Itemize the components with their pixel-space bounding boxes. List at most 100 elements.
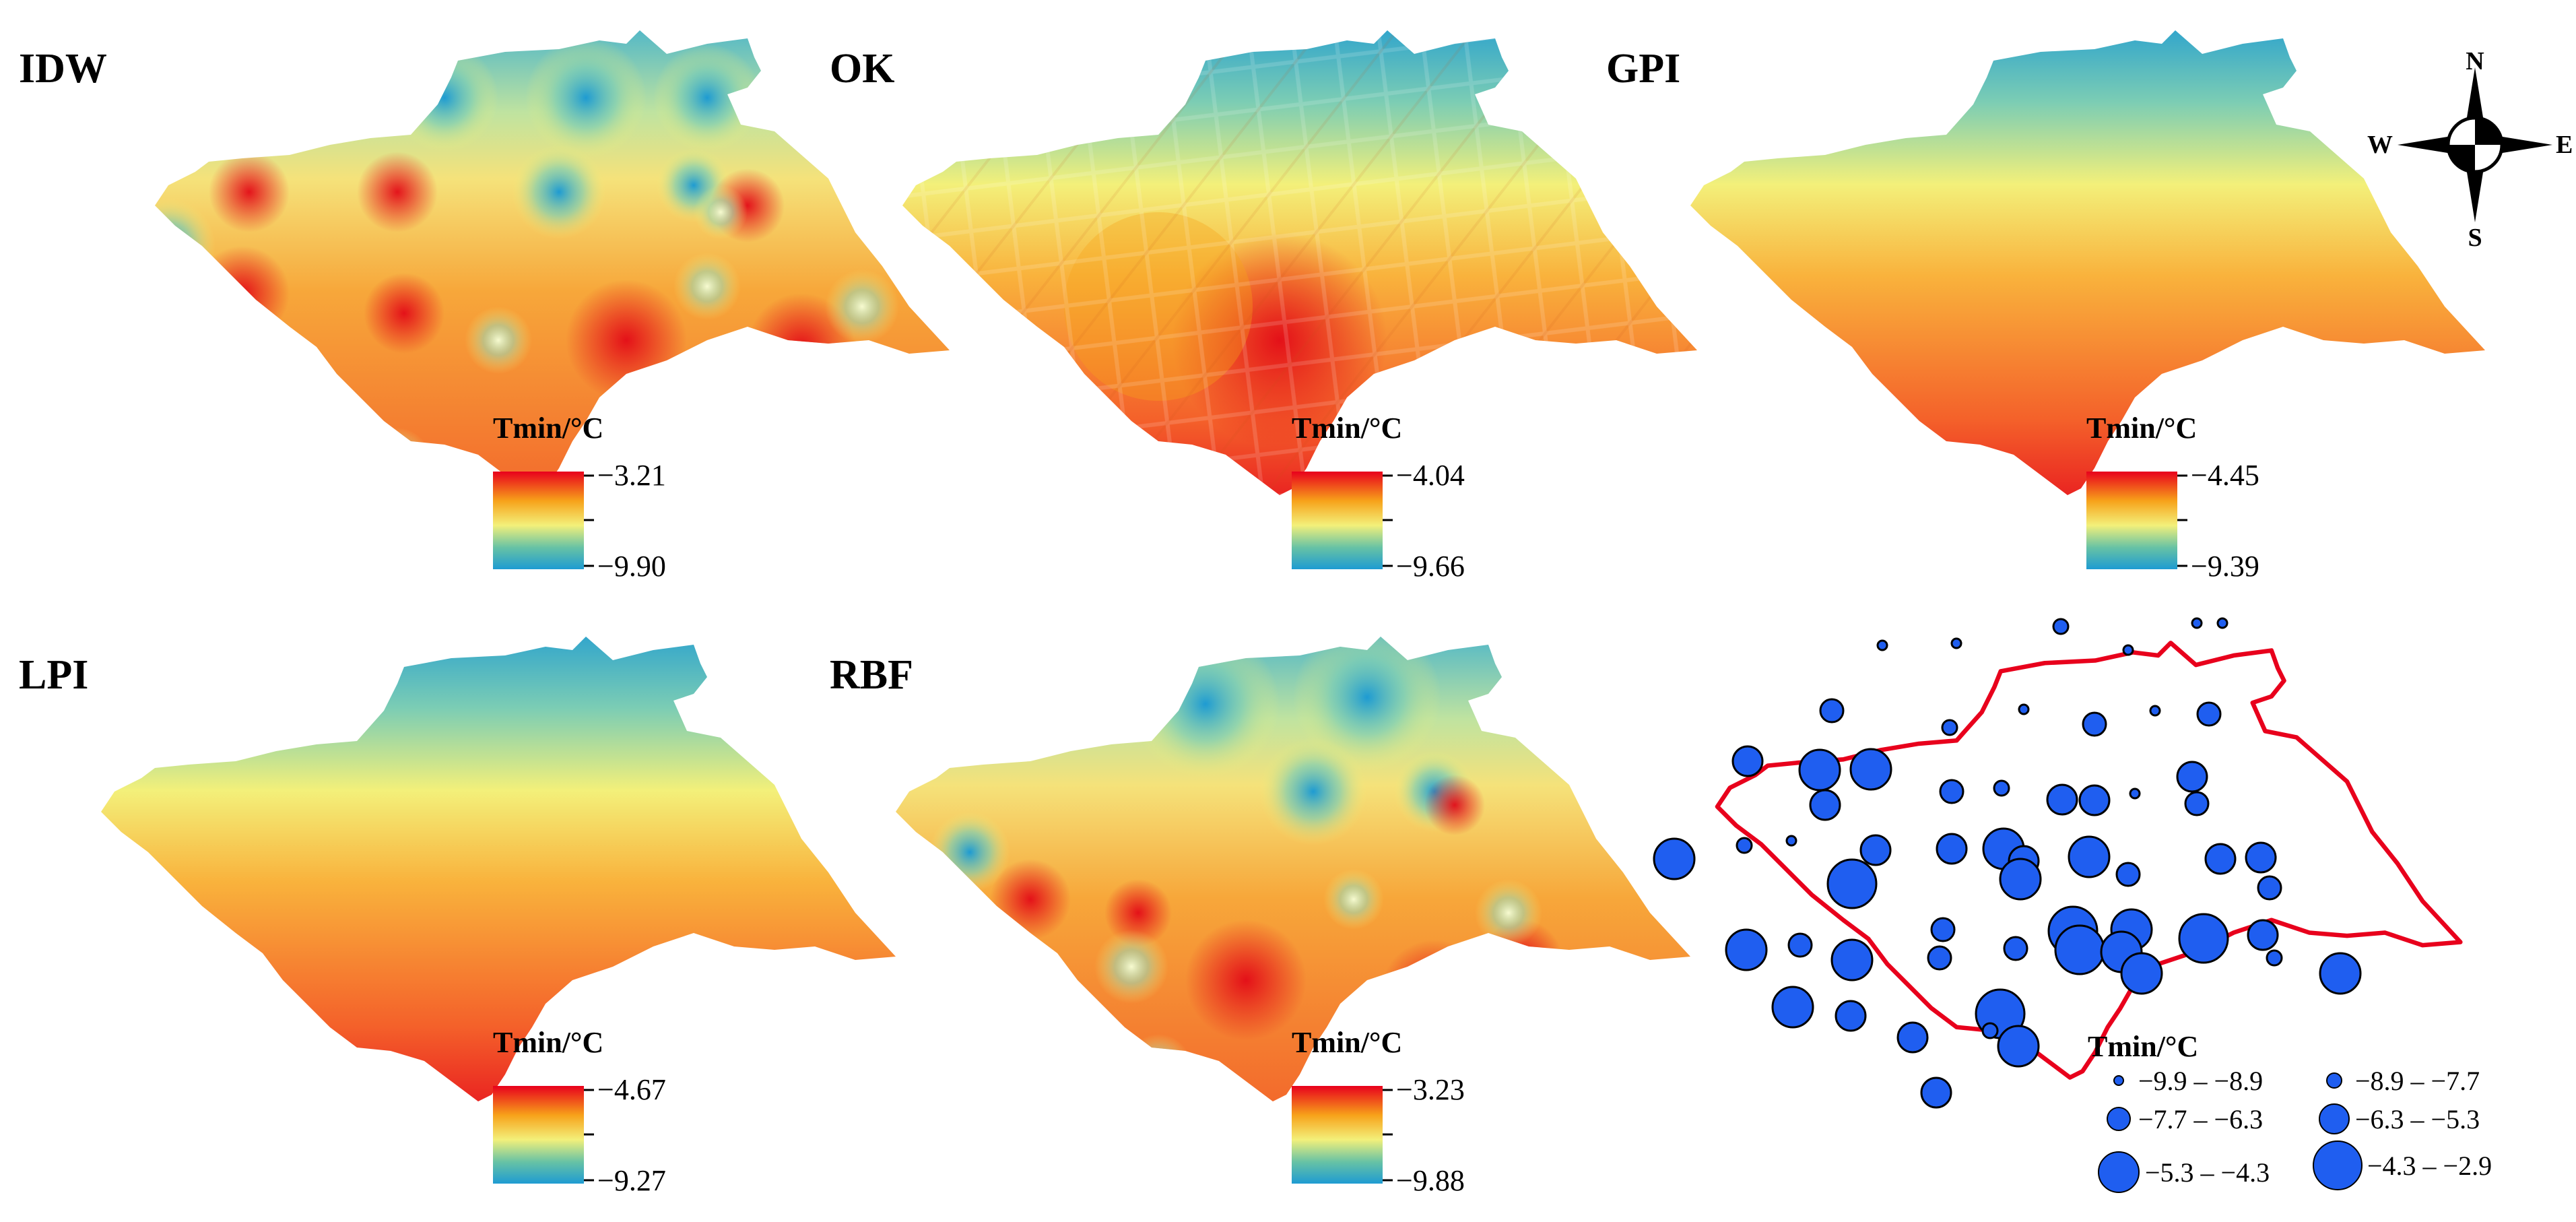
svg-text:−8.9 – −7.7: −8.9 – −7.7 <box>2355 1066 2480 1096</box>
station-point <box>2176 761 2208 793</box>
panel-lpi-title: LPI <box>19 652 88 698</box>
legend-class-5: −5.3 – −4.3 <box>2098 1151 2270 1193</box>
stations-points <box>1653 617 2362 1109</box>
stations-legend-title: Tmin/°C <box>2088 1030 2198 1063</box>
gpi-legend-title: Tmin/°C <box>2086 412 2197 445</box>
rbf-legend-title: Tmin/°C <box>1292 1026 1402 1059</box>
lpi-legend-min: −9.27 <box>597 1164 666 1197</box>
ok-map <box>902 30 1697 495</box>
station-point <box>2054 924 2105 975</box>
ok-legend-max: −4.04 <box>1396 459 1465 492</box>
svg-text:−7.7 – −6.3: −7.7 – −6.3 <box>2138 1104 2263 1134</box>
station-point <box>2149 705 2161 717</box>
compass-s: S <box>2468 224 2482 252</box>
station-point <box>2247 919 2279 951</box>
ok-legend-title: Tmin/°C <box>1292 412 1402 445</box>
station-point <box>2257 875 2282 901</box>
station-point <box>1798 748 1841 792</box>
station-point <box>1819 698 1845 723</box>
station-point <box>1849 748 1892 791</box>
station-point <box>1930 917 1956 942</box>
ok-legend-min: −9.66 <box>1396 550 1465 583</box>
gpi-legend-max: −4.45 <box>2191 459 2259 492</box>
panel-gpi: GPI Tmin/°C −4.45 −9.39 <box>1606 30 2485 583</box>
rbf-legend-max: −3.23 <box>1396 1073 1465 1106</box>
panel-ok-title: OK <box>830 46 894 92</box>
station-point <box>1997 1025 2040 1068</box>
station-point <box>1939 779 1964 804</box>
rbf-legend: Tmin/°C −3.23 −9.88 <box>1292 1026 1465 1197</box>
station-point <box>1999 858 2042 901</box>
station-point <box>1876 639 1888 651</box>
panel-stations: Tmin/°C −9.9 – −8.9 −8.9 – −7.7 −7.7 – −… <box>1653 617 2492 1193</box>
station-point <box>2120 952 2163 995</box>
station-point <box>1809 789 1841 821</box>
idw-legend: Tmin/°C −3.21 −9.90 <box>493 412 666 583</box>
panel-gpi-title: GPI <box>1606 46 1680 92</box>
station-point <box>1993 779 2010 797</box>
station-point <box>1936 833 1968 865</box>
compass-n: N <box>2466 47 2484 75</box>
lpi-legend: Tmin/°C −4.67 −9.27 <box>493 1026 666 1197</box>
station-point <box>1981 1022 1999 1039</box>
station-point <box>1896 1021 1929 1054</box>
legend-class-6: −4.3 – −2.9 <box>2313 1140 2492 1190</box>
station-point <box>1941 719 1958 736</box>
station-point <box>2178 913 2229 964</box>
station-point <box>2078 784 2111 816</box>
station-point <box>2204 843 2237 875</box>
station-point <box>1653 837 1696 880</box>
panel-idw: IDW <box>19 30 950 583</box>
gpi-legend-ramp <box>2086 472 2177 569</box>
station-point <box>1835 1000 1867 1032</box>
station-point <box>1785 835 1797 847</box>
svg-text:−9.9 – −8.9: −9.9 – −8.9 <box>2138 1066 2263 1096</box>
ok-legend: Tmin/°C −4.04 −9.66 <box>1292 412 1465 583</box>
station-point <box>1787 932 1813 958</box>
north-arrow: N S E W <box>2367 47 2573 252</box>
station-point <box>2082 711 2107 737</box>
station-point <box>2245 841 2277 874</box>
station-point <box>2266 949 2283 967</box>
gpi-legend-min: −9.39 <box>2191 550 2259 583</box>
legend-class-2: −8.9 – −7.7 <box>2326 1066 2480 1096</box>
station-point <box>2319 952 2362 995</box>
svg-text:−6.3 – −5.3: −6.3 – −5.3 <box>2355 1104 2480 1134</box>
station-point <box>2216 617 2228 629</box>
compass-e: E <box>2556 131 2573 159</box>
station-point <box>2003 936 2028 961</box>
legend-class-1: −9.9 – −8.9 <box>2113 1066 2263 1096</box>
panel-rbf-title: RBF <box>830 652 913 698</box>
station-point <box>1950 637 1962 649</box>
station-point <box>1736 837 1753 854</box>
station-point <box>1771 986 1814 1029</box>
panel-rbf: RBF Tmin/°C <box>830 637 1690 1197</box>
legend-class-4: −6.3 – −5.3 <box>2319 1103 2480 1134</box>
svg-text:−4.3 – −2.9: −4.3 – −2.9 <box>2367 1151 2492 1181</box>
station-point <box>2046 783 2078 816</box>
station-point <box>2184 791 2210 816</box>
idw-legend-ramp <box>493 472 584 569</box>
svg-text:−5.3 – −4.3: −5.3 – −4.3 <box>2145 1157 2270 1188</box>
station-point <box>2018 703 2030 715</box>
ok-legend-ramp <box>1292 472 1383 569</box>
idw-legend-max: −3.21 <box>597 459 666 492</box>
rbf-legend-ramp <box>1292 1086 1383 1184</box>
station-point <box>2052 618 2070 635</box>
rbf-legend-min: −9.88 <box>1396 1164 1465 1197</box>
station-point <box>1927 945 1952 971</box>
panel-idw-title: IDW <box>19 46 107 92</box>
panel-ok: OK Tmin/°C −4.04 −9.66 <box>830 30 1697 583</box>
station-point <box>1830 938 1874 982</box>
station-point <box>2115 862 2141 887</box>
station-point <box>2122 644 2134 656</box>
station-point <box>1826 858 1878 909</box>
station-point <box>1920 1076 1952 1109</box>
stations-legend: Tmin/°C −9.9 – −8.9 −8.9 – −7.7 −7.7 – −… <box>2088 1030 2492 1193</box>
station-point <box>2129 787 2141 800</box>
station-point <box>1859 834 1892 866</box>
idw-legend-title: Tmin/°C <box>493 412 603 445</box>
panel-lpi: LPI Tmin/°C −4.67 −9.27 <box>19 637 896 1197</box>
gpi-map <box>1690 30 2485 495</box>
